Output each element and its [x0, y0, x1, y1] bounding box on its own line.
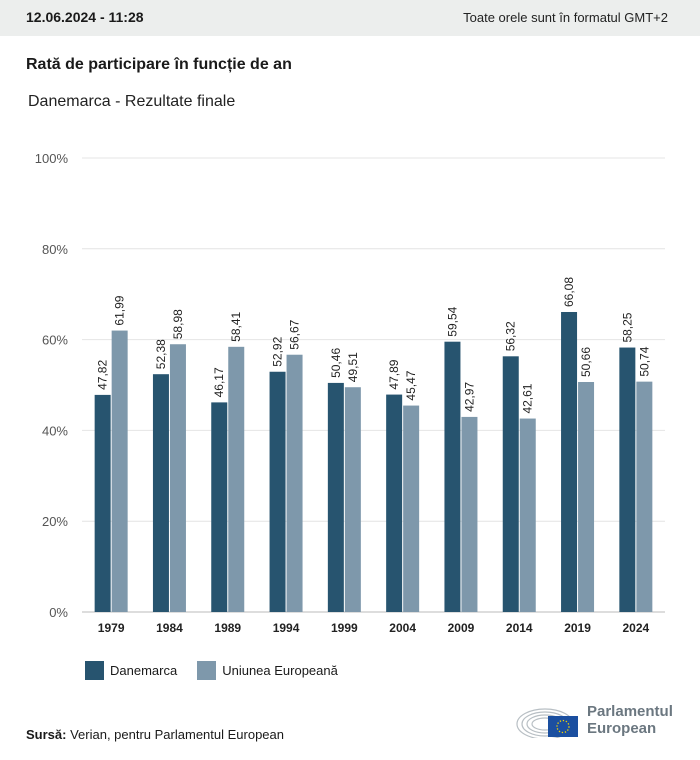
- bar-ue: [636, 381, 653, 612]
- x-tick-label: 2019: [564, 621, 591, 635]
- bar-danemarca: [619, 347, 636, 612]
- y-tick-label: 40%: [42, 423, 68, 438]
- data-label: 56,32: [504, 321, 518, 351]
- legend-swatch: [85, 661, 104, 680]
- bar-ue: [228, 346, 245, 612]
- bar-chart: 0%20%40%60%80%100%47,8261,99197952,3858,…: [35, 151, 665, 635]
- x-tick-label: 2014: [506, 621, 533, 635]
- x-tick-label: 1989: [214, 621, 241, 635]
- data-label: 50,46: [329, 348, 343, 378]
- x-tick-label: 1999: [331, 621, 358, 635]
- legend: Danemarca Uniunea Europeană: [85, 661, 338, 680]
- data-label: 47,82: [96, 360, 110, 390]
- legend-swatch: [197, 661, 217, 680]
- hemicycle-flag-icon: [516, 708, 578, 738]
- data-label: 52,38: [154, 339, 168, 369]
- datetime: 12.06.2024 - 11:28: [26, 9, 144, 25]
- data-label: 66,08: [562, 277, 576, 307]
- bar-danemarca: [152, 374, 169, 612]
- legend-item-danemarca: Danemarca: [85, 661, 177, 680]
- y-tick-label: 60%: [42, 333, 68, 348]
- bar-danemarca: [444, 341, 461, 612]
- bar-danemarca: [502, 356, 519, 612]
- european-parliament-logo: Parlamentul European: [515, 702, 673, 738]
- legend-label: Uniunea Europeană: [222, 663, 338, 678]
- data-label: 61,99: [113, 295, 127, 325]
- data-label: 45,47: [404, 370, 418, 400]
- top-bar: 12.06.2024 - 11:28 Toate orele sunt în f…: [0, 0, 700, 36]
- bar-ue: [519, 418, 536, 612]
- data-label: 52,92: [271, 336, 285, 366]
- bar-danemarca: [94, 394, 111, 612]
- data-label: 58,41: [229, 311, 243, 341]
- bar-danemarca: [211, 402, 228, 612]
- data-label: 56,67: [288, 319, 302, 349]
- bar-ue: [111, 330, 128, 612]
- bar-danemarca: [327, 382, 344, 612]
- data-label: 42,61: [521, 383, 535, 413]
- data-label: 47,89: [387, 359, 401, 389]
- bar-danemarca: [269, 371, 286, 612]
- bar-ue: [169, 344, 186, 612]
- x-tick-label: 1994: [273, 621, 300, 635]
- data-label: 58,98: [171, 309, 185, 339]
- data-label: 46,17: [212, 367, 226, 397]
- bar-ue: [344, 387, 361, 612]
- y-tick-label: 80%: [42, 242, 68, 257]
- source-text: Verian, pentru Parlamentul European: [66, 727, 284, 742]
- bar-danemarca: [386, 394, 403, 612]
- logo-line1: Parlamentul: [587, 703, 673, 720]
- x-tick-label: 1979: [98, 621, 125, 635]
- y-tick-label: 100%: [35, 151, 69, 166]
- bar-ue: [403, 405, 420, 612]
- legend-item-ue: Uniunea Europeană: [197, 661, 338, 680]
- data-label: 49,51: [346, 352, 360, 382]
- source-label: Sursă:: [26, 727, 67, 742]
- x-tick-label: 1984: [156, 621, 183, 635]
- bar-danemarca: [561, 311, 578, 612]
- y-tick-label: 20%: [42, 514, 68, 529]
- bar-ue: [286, 354, 303, 612]
- data-label: 50,74: [637, 346, 651, 376]
- chart-title: Rată de participare în funcție de an: [26, 56, 292, 73]
- data-label: 42,97: [462, 382, 476, 412]
- source-note: Sursă: Verian, pentru Parlamentul Europe…: [26, 727, 284, 742]
- data-label: 58,25: [620, 312, 634, 342]
- data-label: 59,54: [445, 306, 459, 336]
- data-label: 50,66: [579, 347, 593, 377]
- logo-line2: European: [587, 720, 657, 737]
- x-tick-label: 2009: [448, 621, 475, 635]
- x-tick-label: 2024: [622, 621, 649, 635]
- x-tick-label: 2004: [389, 621, 416, 635]
- y-tick-label: 0%: [49, 605, 68, 620]
- bar-ue: [461, 416, 478, 612]
- legend-label: Danemarca: [110, 663, 178, 678]
- timezone-note: Toate orele sunt în formatul GMT+2: [463, 10, 668, 25]
- chart-subtitle: Danemarca - Rezultate finale: [28, 93, 236, 110]
- bar-ue: [578, 382, 595, 612]
